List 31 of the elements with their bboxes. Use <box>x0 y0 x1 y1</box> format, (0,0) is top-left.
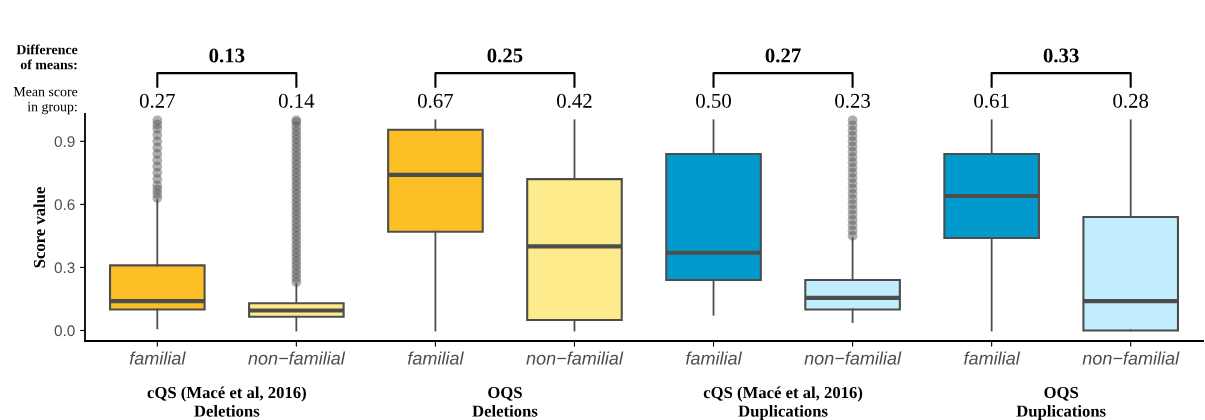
text: 0.23 <box>835 93 870 108</box>
text: 0.27 <box>139 93 175 108</box>
text: Difference of means: <box>16 44 78 70</box>
y-tick-label: 0.6 <box>54 199 75 211</box>
text: 0.33 <box>1043 48 1079 63</box>
text: 0.67 <box>417 93 454 108</box>
x-tick-label: familial <box>129 351 186 365</box>
text: OQS Deletions <box>472 386 538 417</box>
x-tick-label: non−familial <box>804 351 902 365</box>
y-tick-label: 0.0 <box>54 325 75 337</box>
text: cQS (Macé et al, 2016) Duplications <box>703 386 863 420</box>
text: 0.50 <box>696 93 731 108</box>
text: 0.27 <box>765 48 801 63</box>
x-tick-label: familial <box>686 351 743 365</box>
text: 0.61 <box>974 93 1009 108</box>
text: OQS Duplications <box>1016 386 1106 420</box>
x-tick-label: non−familial <box>526 351 624 365</box>
text: 0.13 <box>209 48 245 63</box>
text: 0.14 <box>278 93 315 108</box>
x-tick-label: non−familial <box>248 351 346 365</box>
y-tick-label: 0.3 <box>54 262 75 274</box>
x-tick-label: familial <box>964 351 1021 365</box>
y-tick-label: 0.9 <box>54 136 75 148</box>
x-tick-label: non−familial <box>1082 351 1180 365</box>
text: 0.25 <box>487 48 523 63</box>
x-tick-label: familial <box>407 351 464 365</box>
text: Mean score in group: <box>13 87 78 115</box>
text: 0.28 <box>1113 93 1149 108</box>
text: cQS (Macé et al, 2016) Deletions <box>147 386 306 417</box>
y-axis-title: Score value <box>33 187 46 268</box>
text: 0.42 <box>557 93 592 108</box>
